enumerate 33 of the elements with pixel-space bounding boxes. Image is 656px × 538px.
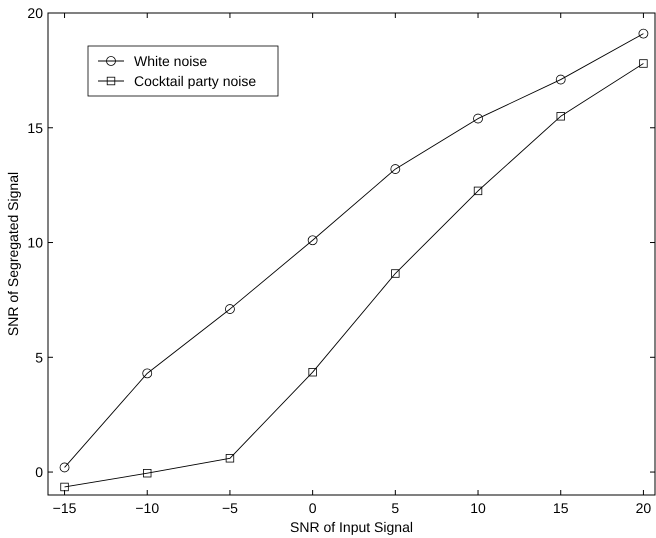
x-tick-label: 10 xyxy=(470,500,486,516)
point xyxy=(60,462,70,472)
point xyxy=(390,164,400,174)
y-tick-label: 5 xyxy=(35,349,44,366)
point xyxy=(308,235,318,246)
point xyxy=(473,114,483,124)
point xyxy=(143,468,152,478)
y-tick-label: 10 xyxy=(27,234,44,251)
point xyxy=(308,368,317,376)
y-tick-label: 15 xyxy=(27,120,44,136)
point xyxy=(226,454,234,462)
legend-label: Cocktail party noise xyxy=(134,73,256,89)
point xyxy=(225,304,235,314)
x-tick-label: 15 xyxy=(552,500,569,516)
point xyxy=(142,368,152,378)
y-tick-label: 20 xyxy=(27,5,44,21)
x-tick-label: 0 xyxy=(308,500,317,516)
x-tick-label: −10 xyxy=(135,500,160,516)
legend-label: White noise xyxy=(134,53,208,69)
point xyxy=(556,112,565,120)
x-tick-label: 5 xyxy=(391,500,400,516)
point xyxy=(639,59,648,68)
point xyxy=(556,74,566,84)
x-tick-label: 20 xyxy=(636,500,652,516)
x-axis-title: SNR of Input Signal xyxy=(290,519,413,535)
y-axis-title: SNR of Segregated Signal xyxy=(5,172,21,336)
point xyxy=(60,482,69,492)
point xyxy=(391,269,400,278)
x-tick-label: −15 xyxy=(52,500,77,516)
point xyxy=(638,28,648,39)
y-tick-label: 0 xyxy=(35,464,44,480)
point xyxy=(474,186,482,196)
x-tick-label: −5 xyxy=(222,500,238,516)
